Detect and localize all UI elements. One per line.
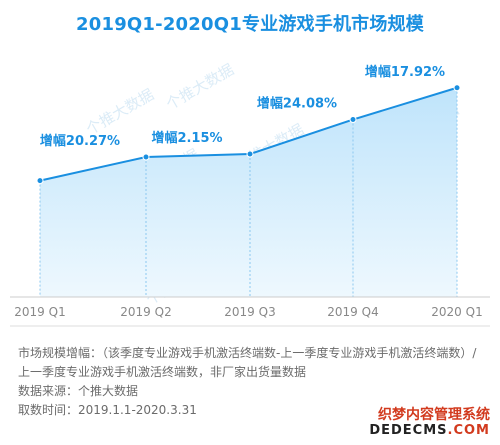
x-tick-label: 2019 Q4 xyxy=(327,305,378,319)
data-point-2 xyxy=(142,153,150,161)
x-tick-label: 2019 Q3 xyxy=(224,305,275,319)
x-tick-label: 2019 Q1 xyxy=(14,305,65,319)
growth-label: 增幅24.08% xyxy=(257,96,337,112)
label-layer: 2019 Q1 2019 Q2 2019 Q3 2019 Q4 2020 Q1 增幅20.… xyxy=(14,64,482,319)
corner-watermark-top: 织梦内容管理系统 xyxy=(378,407,490,423)
watermark-text: 个推大数据 xyxy=(163,60,237,113)
x-tick-label: 2020 Q1 xyxy=(431,305,482,319)
growth-label: 增幅2.15% xyxy=(151,130,222,146)
x-tick-label: 2019 Q2 xyxy=(120,305,171,319)
area-chart: 个推大数据个推大数据个推大数据个推大数据个推大数据个推大数据个推大数据个推大数据… xyxy=(10,60,490,327)
plot-layer xyxy=(10,84,490,327)
data-point-1 xyxy=(36,177,44,185)
corner-watermark: 织梦内容管理系统 DEDECMS.COM xyxy=(365,405,494,441)
data-point-3 xyxy=(246,150,254,158)
chart-title: 2019Q1-2020Q1专业游戏手机市场规模 xyxy=(76,14,424,35)
corner-watermark-main: DEDECMS xyxy=(369,423,448,438)
growth-label: 增幅20.27% xyxy=(40,133,120,149)
corner-watermark-dot: .COM xyxy=(447,423,490,438)
watermark-text: 个推大数据 xyxy=(83,85,157,138)
corner-watermark-bottom: DEDECMS.COM xyxy=(369,423,490,439)
data-point-4 xyxy=(349,116,357,124)
data-point-5 xyxy=(453,84,461,92)
note-source: 数据来源：个推大数据 xyxy=(18,384,139,398)
growth-label: 增幅17.92% xyxy=(365,64,445,80)
note-definition: 市场规模增幅：（该季度专业游戏手机激活终端数-上一季度专业游戏手机激活终端数）/… xyxy=(18,346,477,379)
note-period: 取数时间：2019.1.1-2020.3.31 xyxy=(18,403,197,417)
chart-notes: 市场规模增幅：（该季度专业游戏手机激活终端数-上一季度专业游戏手机激活终端数）/… xyxy=(18,344,488,420)
